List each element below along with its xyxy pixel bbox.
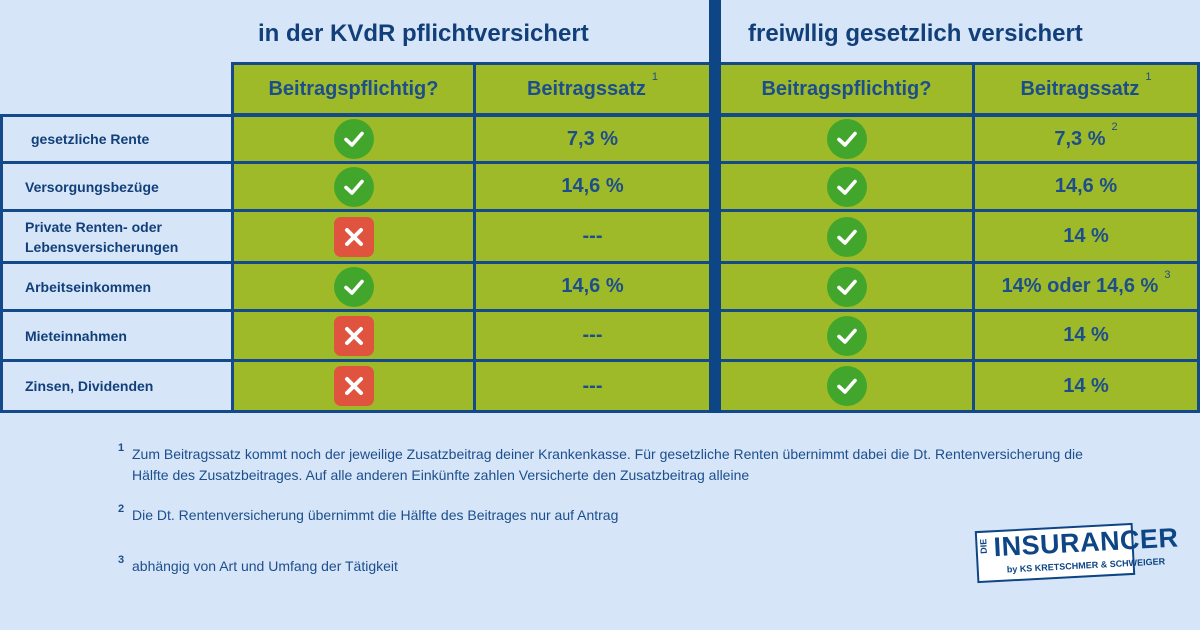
kvdr-beitragspflichtig-cell [231, 209, 476, 264]
frei-beitragssatz-cell: 14 % [972, 209, 1200, 264]
header-kvdr-beitragspflichtig: Beitragspflichtig? [231, 62, 476, 116]
header-frei-beitragssatz: Beitragssatz 1 [972, 62, 1200, 116]
frei-beitragssatz-cell: 14 % [972, 359, 1200, 413]
footnote-number: 2 [118, 503, 125, 515]
rate-value: --- [582, 324, 603, 346]
kvdr-beitragssatz-cell: --- [473, 359, 712, 413]
footnote-text: abhängig von Art und Umfang der Tätigkei… [132, 558, 398, 574]
kvdr-beitragssatz-cell: 14,6 % [473, 261, 712, 312]
check-circle-icon [826, 166, 867, 207]
footnote-text: Zum Beitragssatz kommt noch der jeweilig… [132, 446, 1083, 483]
logo-die-text: DIE [978, 538, 989, 554]
rate-value: 14,6 % [561, 275, 624, 297]
frei-beitragssatz-cell: 14 % [972, 309, 1200, 362]
cross-square-icon [333, 315, 374, 356]
row-label: Zinsen, Dividenden [0, 359, 234, 413]
kvdr-beitragspflichtig-cell [231, 114, 476, 164]
header-frei-beitragspflichtig: Beitragspflichtig? [718, 62, 975, 116]
kvdr-beitragspflichtig-cell [231, 359, 476, 413]
header-label: Beitragspflichtig? [268, 77, 439, 100]
kvdr-beitragssatz-cell: --- [473, 209, 712, 264]
kvdr-beitragssatz-cell: 14,6 % [473, 161, 712, 212]
column-divider [709, 0, 721, 413]
footnote-number: 1 [118, 442, 125, 454]
footnote-marker: 3 [1164, 268, 1171, 281]
rate-value: 14,6 % [561, 175, 624, 197]
cross-square-icon [333, 366, 374, 406]
frei-beitragssatz-cell: 14,6 % [972, 161, 1200, 212]
header-label: Beitragssatz [526, 77, 646, 100]
frei-beitragssatz-cell: 14% oder 14,6 % 3 [972, 261, 1200, 312]
frei-beitragspflichtig-cell [718, 261, 975, 312]
row-label-text: Mieteinnahmen [25, 327, 127, 344]
footnote-marker: 1 [651, 71, 659, 83]
row-label-text: Versorgungsbezüge [25, 178, 159, 195]
kvdr-beitragssatz-cell: --- [473, 309, 712, 362]
insurancer-logo: DIE INSURANCER by KS KRETSCHMER & SCHWEI… [974, 523, 1179, 584]
frei-beitragssatz-cell: 7,3 % 2 [972, 114, 1200, 164]
footnote-number: 3 [118, 554, 125, 566]
footnote-marker: 1 [1145, 71, 1152, 83]
check-circle-icon [826, 266, 867, 307]
check-circle-icon [826, 216, 867, 257]
rate-value: 14,6 % [1054, 175, 1118, 197]
check-circle-icon [826, 119, 867, 159]
cross-square-icon [333, 216, 374, 257]
frei-beitragspflichtig-cell [718, 114, 975, 164]
footnote-marker: 2 [1111, 121, 1118, 133]
header-label: Beitragssatz [1020, 77, 1140, 100]
check-circle-icon [333, 266, 374, 307]
footnote-text: Die Dt. Rentenversicherung übernimmt die… [132, 507, 619, 523]
rate-value: 14 % [1063, 324, 1109, 346]
check-circle-icon [333, 119, 374, 159]
check-circle-icon [826, 315, 867, 356]
kvdr-beitragspflichtig-cell [231, 261, 476, 312]
row-label-text: gesetzliche Rente [31, 131, 150, 147]
row-label-text: Arbeitseinkommen [25, 278, 152, 295]
frei-beitragspflichtig-cell [718, 209, 975, 264]
frei-beitragspflichtig-cell [718, 359, 975, 413]
rate-value: 7,3 % [566, 127, 619, 150]
frei-beitragspflichtig-cell [718, 309, 975, 362]
row-label: Arbeitseinkommen [0, 261, 234, 312]
rate-value: 14% oder 14,6 % [1001, 275, 1159, 297]
row-label: Private Renten- oder Lebensversicherunge… [0, 209, 234, 264]
kvdr-beitragspflichtig-cell [231, 309, 476, 362]
row-label-text: Private Renten- oder Lebensversicherunge… [25, 218, 179, 255]
kvdr-beitragssatz-cell: 7,3 % [473, 114, 712, 164]
row-label: Mieteinnahmen [0, 309, 234, 362]
row-label: gesetzliche Rente [0, 114, 234, 164]
header-kvdr-beitragssatz: Beitragssatz 1 [473, 62, 712, 116]
check-circle-icon [333, 166, 374, 207]
rate-value: --- [582, 225, 603, 247]
frei-beitragspflichtig-cell [718, 161, 975, 212]
rate-value: 7,3 % [1054, 127, 1106, 150]
row-label-text: Zinsen, Dividenden [25, 378, 154, 394]
rate-value: 14 % [1063, 225, 1109, 247]
check-circle-icon [826, 366, 867, 406]
section-title-kvdr: in der KVdR pflichtversichert [258, 20, 589, 47]
rate-value: --- [582, 374, 603, 397]
header-label: Beitragspflichtig? [761, 77, 932, 100]
row-label: Versorgungsbezüge [0, 161, 234, 212]
section-title-freiwillig: freiwllig gesetzlich versichert [748, 20, 1083, 47]
kvdr-beitragspflichtig-cell [231, 161, 476, 212]
rate-value: 14 % [1063, 374, 1109, 397]
